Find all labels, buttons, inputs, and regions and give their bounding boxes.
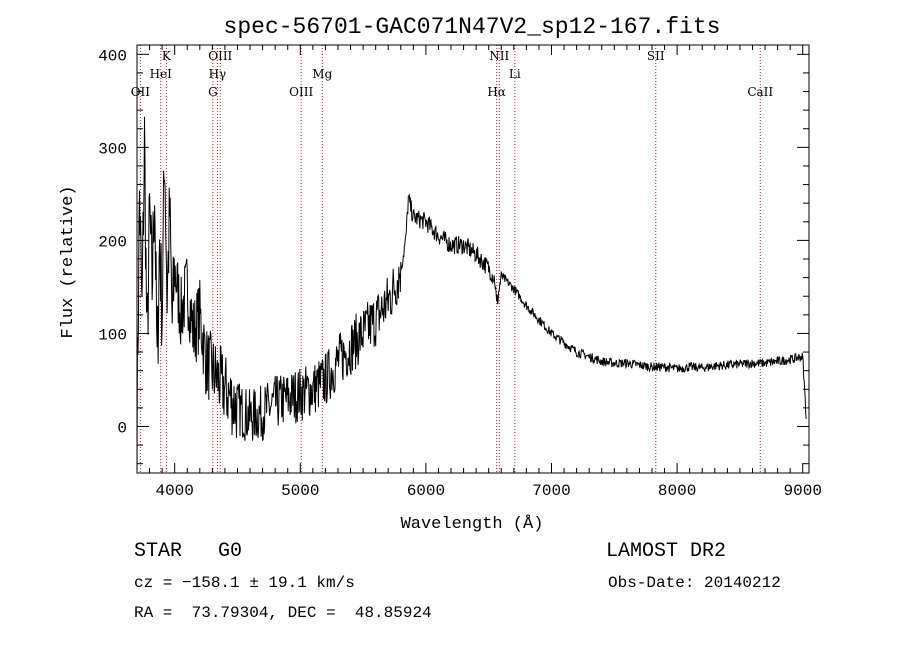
axes: 4000 5000 6000 7000 8000 9000 0 100 200 300 400 xyxy=(98,45,822,500)
subclass-text: G0 xyxy=(218,540,243,563)
y-tick-label-1: 100 xyxy=(98,326,127,344)
x-tick-label-4: 8000 xyxy=(658,482,696,500)
line-label-6: Mg xyxy=(312,67,332,81)
y-tick-label-2: 200 xyxy=(98,233,127,251)
x-tick-label-0: 4000 xyxy=(155,482,193,500)
coordinates-text: RA = 73.79304, DEC = 48.85924 xyxy=(134,604,432,622)
y-tick-label-0: 0 xyxy=(117,419,127,437)
line-label-1: K xyxy=(162,49,172,63)
survey-name: LAMOST DR2 xyxy=(606,540,727,563)
line-label-5: G xyxy=(208,85,218,99)
x-axis-label: Wavelength (Å) xyxy=(401,515,544,534)
line-label-8: NII xyxy=(489,49,509,63)
line-label-9: Li xyxy=(509,67,521,81)
y-axis-label: Flux (relative) xyxy=(59,185,78,338)
line-label-2: HeI xyxy=(150,67,173,81)
chart-title: spec-56701-GAC071N47V2_sp12-167.fits xyxy=(224,14,721,40)
line-label-4: Hγ xyxy=(209,67,227,81)
line-label-12: CaII xyxy=(747,85,773,99)
redshift-text: cz = −158.1 ± 19.1 km/s xyxy=(134,574,355,592)
line-label-7: OIII xyxy=(289,85,313,99)
object-class: STAR G0 xyxy=(134,540,242,563)
line-label-3: OIII xyxy=(208,49,232,63)
x-tick-label-2: 6000 xyxy=(407,482,445,500)
obs-date-text: Obs-Date: 20140212 xyxy=(608,574,781,592)
spectrum-series-line xyxy=(136,116,807,474)
class-text: STAR xyxy=(134,540,183,563)
x-tick-label-1: 5000 xyxy=(281,482,319,500)
x-tick-label-3: 7000 xyxy=(532,482,570,500)
y-tick-label-4: 400 xyxy=(98,47,127,65)
line-label-11: SII xyxy=(647,49,665,63)
line-label-10: Hα xyxy=(487,85,506,99)
x-tick-label-5: 9000 xyxy=(784,482,822,500)
plot-frame xyxy=(136,44,810,474)
y-tick-label-3: 300 xyxy=(98,140,127,158)
